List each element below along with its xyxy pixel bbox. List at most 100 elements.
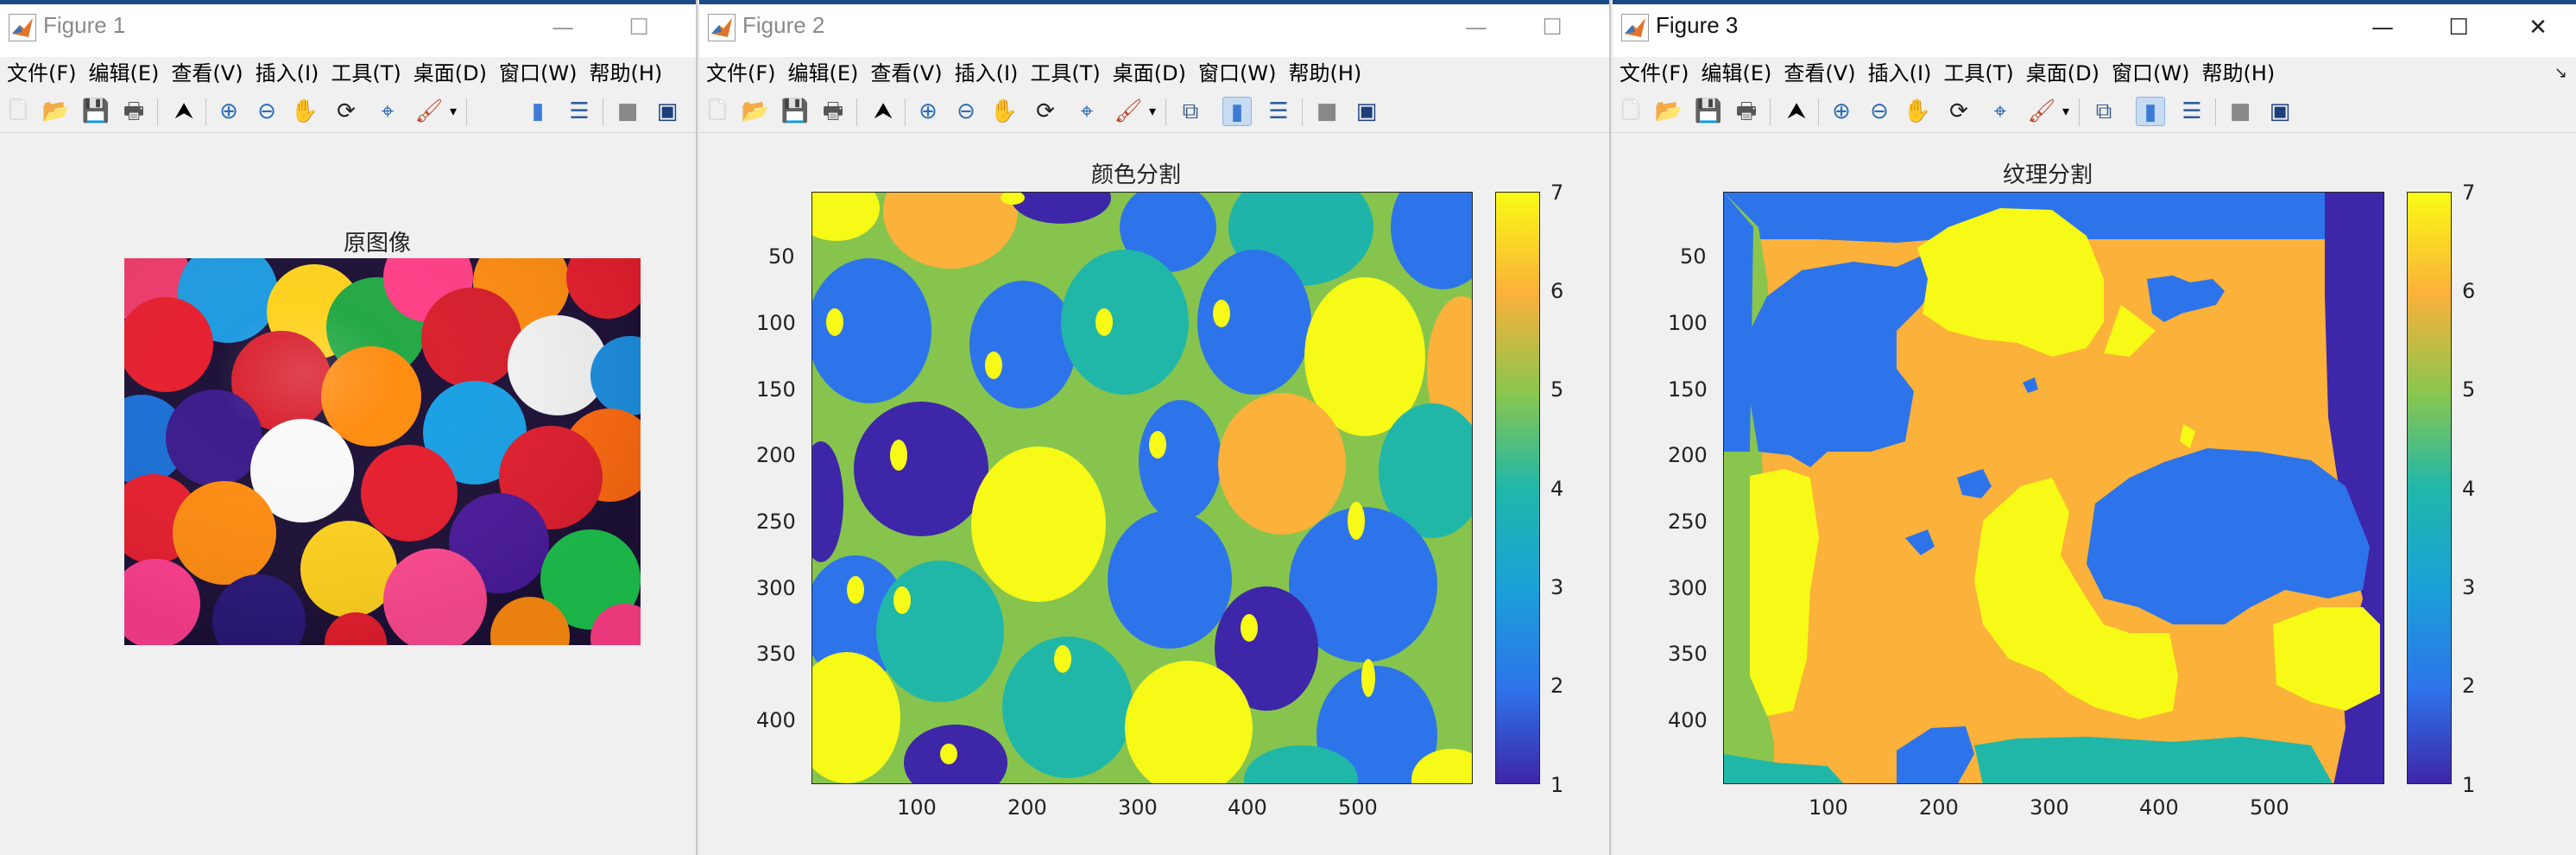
print-icon[interactable]: 🖶 xyxy=(123,98,145,124)
menu-tools[interactable]: 工具(T) xyxy=(1943,61,2014,86)
brush-icon[interactable]: 🖌 xyxy=(414,98,444,124)
menu-help[interactable]: 帮助(H) xyxy=(1288,61,1362,86)
save-icon[interactable]: 💾 xyxy=(780,98,810,124)
maximize-icon[interactable]: ☐ xyxy=(628,15,649,41)
zoom-out-icon[interactable]: ⊖ xyxy=(1870,98,1889,124)
figure-2-window[interactable]: Figure 2 — ☐ 文件(F) 编辑(E) 查看(V) 插入(I) 工具(T) 桌面… xyxy=(699,0,1611,855)
menu-tools[interactable]: 工具(T) xyxy=(1030,61,1101,86)
brush-dropdown-icon[interactable]: ▾ xyxy=(1148,103,1157,119)
minimize-icon[interactable]: — xyxy=(1465,15,1487,41)
menu-tools[interactable]: 工具(T) xyxy=(331,61,401,86)
pan-hand-icon[interactable]: ✋ xyxy=(1903,98,1932,124)
toolbar-separator xyxy=(2079,98,2080,126)
zoom-out-icon[interactable]: ⊖ xyxy=(957,98,975,124)
color-segmentation-image xyxy=(811,192,1473,784)
hide-plot-tools-icon[interactable]: ■ xyxy=(616,98,639,124)
axes-title: 颜色分割 xyxy=(1091,162,1182,188)
menu-insert[interactable]: 插入(I) xyxy=(255,61,319,86)
menu-bar: 文件(F) 编辑(E) 查看(V) 插入(I) 工具(T) 桌面(D) 窗口(W) 帮助(H) xyxy=(0,57,696,90)
menu-window[interactable]: 窗口(W) xyxy=(2112,61,2190,86)
maximize-icon[interactable]: ☐ xyxy=(1542,15,1563,41)
open-file-icon[interactable]: 📂 xyxy=(1654,98,1683,124)
menu-edit[interactable]: 编辑(E) xyxy=(787,61,859,86)
brush-dropdown-icon[interactable]: ▾ xyxy=(449,103,458,119)
data-cursor-icon[interactable]: ⌖ xyxy=(381,98,395,124)
window-top-border xyxy=(699,0,1609,4)
colorbar-icon[interactable]: ▮ xyxy=(2136,97,2165,126)
color-segmentation-regions xyxy=(812,193,1472,783)
save-icon[interactable]: 💾 xyxy=(1694,98,1723,124)
x-tick-label: 500 xyxy=(2250,795,2289,820)
toolbar-separator xyxy=(2215,98,2216,126)
data-cursor-icon[interactable]: ⌖ xyxy=(1080,98,1094,124)
brush-icon[interactable]: 🖌 xyxy=(2027,98,2056,124)
new-figure-icon[interactable]: 🗋 xyxy=(708,98,727,124)
save-icon[interactable]: 💾 xyxy=(81,98,110,124)
menu-window[interactable]: 窗口(W) xyxy=(499,61,578,86)
rotate-3d-icon[interactable]: ⟳ xyxy=(337,98,356,124)
maximize-icon[interactable]: ☐ xyxy=(2448,15,2469,41)
brush-dropdown-icon[interactable]: ▾ xyxy=(2061,103,2070,119)
colorbar-tick-label: 6 xyxy=(2462,279,2476,303)
menu-file[interactable]: 文件(F) xyxy=(7,61,77,86)
menu-view[interactable]: 查看(V) xyxy=(171,61,243,86)
link-plot-icon[interactable]: ⧉ xyxy=(1182,98,1199,124)
menu-help[interactable]: 帮助(H) xyxy=(2201,61,2276,86)
legend-icon[interactable]: ☰ xyxy=(1268,98,1289,124)
zoom-in-icon[interactable]: ⊕ xyxy=(219,98,238,124)
menu-file[interactable]: 文件(F) xyxy=(1619,61,1689,86)
title-bar[interactable]: Figure 2 — ☐ xyxy=(699,0,1609,57)
zoom-in-icon[interactable]: ⊕ xyxy=(919,98,938,124)
colorbar-tick-label: 4 xyxy=(2462,477,2476,501)
rotate-3d-icon[interactable]: ⟳ xyxy=(1036,98,1055,124)
close-icon[interactable]: ✕ xyxy=(2529,15,2548,41)
pan-hand-icon[interactable]: ✋ xyxy=(290,98,319,124)
edit-plot-arrow-icon[interactable]: ⮝ xyxy=(1786,98,1807,124)
print-icon[interactable]: 🖶 xyxy=(822,98,844,124)
rotate-3d-icon[interactable]: ⟳ xyxy=(1949,98,1968,124)
menu-window[interactable]: 窗口(W) xyxy=(1198,61,1277,86)
zoom-in-icon[interactable]: ⊕ xyxy=(1832,98,1851,124)
menu-help[interactable]: 帮助(H) xyxy=(589,61,663,86)
open-file-icon[interactable]: 📂 xyxy=(741,98,770,124)
colorbar-icon[interactable]: ▮ xyxy=(531,98,545,124)
colorbar-icon[interactable]: ▮ xyxy=(1222,97,1252,126)
dock-arrow-icon[interactable]: ↘ xyxy=(2554,64,2567,82)
legend-icon[interactable]: ☰ xyxy=(569,98,590,124)
figure-3-window[interactable]: Figure 3 — ☐ ✕ 文件(F) 编辑(E) 查看(V) 插入(I) 工具(T)… xyxy=(1613,0,2576,855)
link-plot-icon[interactable]: ⧉ xyxy=(2095,98,2112,124)
menu-file[interactable]: 文件(F) xyxy=(706,61,776,86)
minimize-icon[interactable]: — xyxy=(552,15,574,41)
figure-1-window[interactable]: Figure 1 — ☐ 文件(F) 编辑(E) 查看(V) 插入(I) 工具(T) 桌面… xyxy=(0,0,698,855)
show-plot-tools-icon[interactable]: ▣ xyxy=(1355,98,1378,124)
menu-desktop[interactable]: 桌面(D) xyxy=(1112,61,1186,86)
edit-plot-arrow-icon[interactable]: ⮝ xyxy=(873,98,893,124)
open-file-icon[interactable]: 📂 xyxy=(41,98,71,124)
legend-icon[interactable]: ☰ xyxy=(2181,98,2202,124)
new-figure-icon[interactable]: 🗋 xyxy=(1621,98,1640,124)
menu-edit[interactable]: 编辑(E) xyxy=(1701,61,1772,86)
menu-desktop[interactable]: 桌面(D) xyxy=(413,61,487,86)
y-tick-label: 200 xyxy=(1668,443,1708,467)
pan-hand-icon[interactable]: ✋ xyxy=(989,98,1019,124)
hide-plot-tools-icon[interactable]: ■ xyxy=(1316,98,1338,124)
print-icon[interactable]: 🖶 xyxy=(1735,98,1758,124)
menu-insert[interactable]: 插入(I) xyxy=(954,61,1019,86)
minimize-icon[interactable]: — xyxy=(2371,15,2394,41)
menu-edit[interactable]: 编辑(E) xyxy=(88,61,160,86)
title-bar[interactable]: Figure 1 — ☐ xyxy=(0,0,696,57)
show-plot-tools-icon[interactable]: ▣ xyxy=(656,98,679,124)
brush-icon[interactable]: 🖌 xyxy=(1114,98,1143,124)
menu-view[interactable]: 查看(V) xyxy=(1784,61,1856,86)
title-bar[interactable]: Figure 3 — ☐ ✕ xyxy=(1613,0,2576,57)
new-figure-icon[interactable]: 🗋 xyxy=(9,98,28,124)
edit-plot-arrow-icon[interactable]: ⮝ xyxy=(174,98,194,124)
menu-insert[interactable]: 插入(I) xyxy=(1867,61,1932,86)
data-cursor-icon[interactable]: ⌖ xyxy=(1993,98,2007,124)
hide-plot-tools-icon[interactable]: ■ xyxy=(2229,98,2251,124)
show-plot-tools-icon[interactable]: ▣ xyxy=(2269,98,2291,124)
y-tick-label: 150 xyxy=(756,377,796,402)
menu-desktop[interactable]: 桌面(D) xyxy=(2025,61,2099,86)
zoom-out-icon[interactable]: ⊖ xyxy=(257,98,276,124)
menu-view[interactable]: 查看(V) xyxy=(870,61,943,86)
